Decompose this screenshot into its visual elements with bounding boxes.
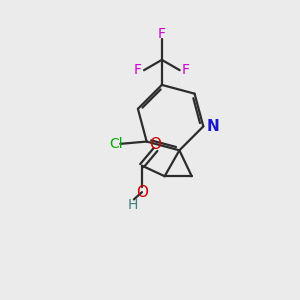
Text: O: O	[136, 185, 148, 200]
Text: F: F	[158, 27, 166, 41]
Text: Cl: Cl	[109, 137, 123, 151]
Text: O: O	[150, 136, 162, 152]
Text: N: N	[207, 119, 220, 134]
Text: H: H	[127, 198, 138, 212]
Text: F: F	[182, 63, 190, 77]
Text: F: F	[134, 63, 142, 77]
